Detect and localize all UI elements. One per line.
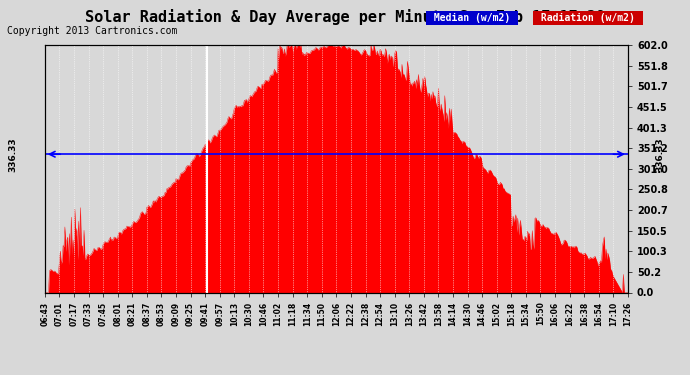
- Text: Median (w/m2): Median (w/m2): [428, 13, 516, 23]
- Text: 336.33: 336.33: [8, 137, 17, 171]
- Text: 336.33: 336.33: [656, 137, 664, 171]
- Text: Solar Radiation & Day Average per Minute Sun Feb 17 17:29: Solar Radiation & Day Average per Minute…: [85, 9, 605, 26]
- Text: Copyright 2013 Cartronics.com: Copyright 2013 Cartronics.com: [7, 26, 177, 36]
- Text: Radiation (w/m2): Radiation (w/m2): [535, 13, 640, 23]
